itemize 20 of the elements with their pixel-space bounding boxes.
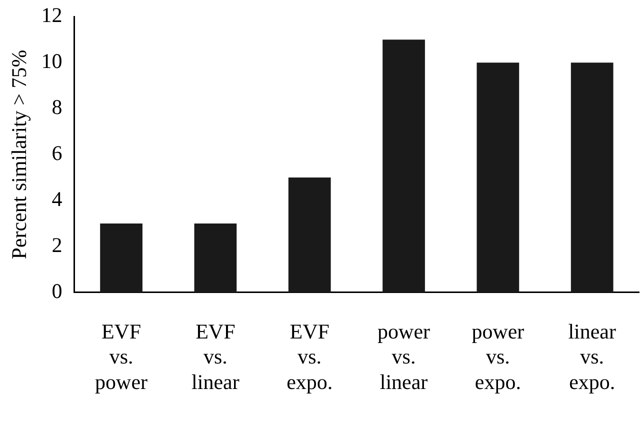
y-tick-label: 10 (41, 49, 62, 74)
y-axis-title: Percent similarity > 75% (7, 50, 32, 260)
x-tick-label: EVF vs. linear (192, 320, 240, 394)
y-tick-label: 6 (52, 141, 62, 166)
bar (100, 223, 142, 292)
bar (194, 223, 237, 292)
x-tick-label: EVF vs. expo. (286, 320, 333, 394)
y-tick-label: 4 (52, 186, 63, 211)
bar (288, 177, 331, 292)
x-tick-label: linear vs. expo. (568, 320, 616, 394)
bar (476, 62, 520, 292)
y-tick-label: 2 (52, 232, 62, 257)
y-tick-label: 0 (52, 278, 62, 303)
bar (570, 62, 614, 292)
x-tick-label: power vs. expo. (472, 320, 524, 394)
y-tick-label: 8 (52, 95, 62, 120)
x-tick-label: EVF vs. power (95, 320, 148, 394)
x-tick-label: power vs. linear (378, 320, 430, 394)
y-tick-label: 12 (41, 3, 62, 28)
bar (382, 40, 425, 292)
